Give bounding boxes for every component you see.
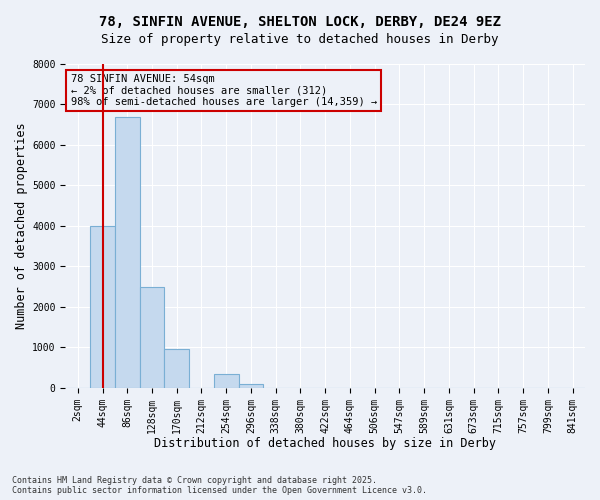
Text: 78, SINFIN AVENUE, SHELTON LOCK, DERBY, DE24 9EZ: 78, SINFIN AVENUE, SHELTON LOCK, DERBY, … bbox=[99, 15, 501, 29]
Bar bbox=[164, 350, 189, 388]
X-axis label: Distribution of detached houses by size in Derby: Distribution of detached houses by size … bbox=[154, 437, 496, 450]
Bar bbox=[214, 374, 239, 388]
Bar bbox=[90, 226, 115, 388]
Y-axis label: Number of detached properties: Number of detached properties bbox=[15, 122, 28, 329]
Text: Size of property relative to detached houses in Derby: Size of property relative to detached ho… bbox=[101, 32, 499, 46]
Bar bbox=[140, 286, 164, 388]
Bar bbox=[115, 116, 140, 388]
Text: 78 SINFIN AVENUE: 54sqm
← 2% of detached houses are smaller (312)
98% of semi-de: 78 SINFIN AVENUE: 54sqm ← 2% of detached… bbox=[71, 74, 377, 107]
Bar bbox=[239, 384, 263, 388]
Text: Contains HM Land Registry data © Crown copyright and database right 2025.
Contai: Contains HM Land Registry data © Crown c… bbox=[12, 476, 427, 495]
